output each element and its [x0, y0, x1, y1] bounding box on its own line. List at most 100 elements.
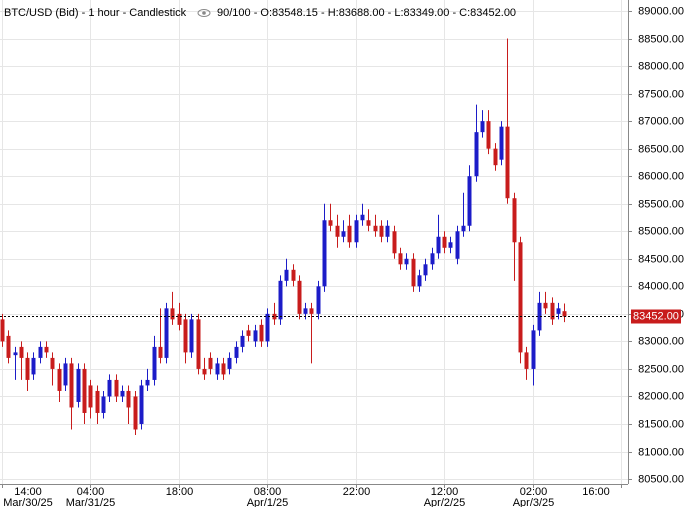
candle-body [120, 390, 125, 397]
candle-body [259, 324, 264, 342]
candle-body [556, 308, 561, 314]
last-price-box [631, 309, 681, 324]
y-tick-label: 84000.00 [638, 280, 684, 292]
x-date-label: Mar/30/25 [3, 497, 53, 507]
candle-body [499, 126, 504, 160]
candle-body [417, 275, 422, 287]
candle-body [322, 220, 327, 287]
candle-body [57, 368, 62, 391]
candle-body [512, 198, 517, 243]
y-tick-label: 86500.00 [638, 143, 684, 155]
y-tick-label: 87000.00 [638, 115, 684, 127]
candle-body [430, 253, 435, 265]
candle-body [537, 302, 542, 331]
candle-body [480, 121, 485, 133]
grid [0, 0, 628, 484]
candle-body [215, 363, 220, 375]
y-tick-label: 87500.00 [638, 88, 684, 100]
candle-body [50, 357, 55, 369]
candle-body [189, 319, 194, 353]
candle-body [0, 319, 5, 342]
y-tick-label: 83000.00 [638, 335, 684, 347]
candle-body [196, 319, 201, 369]
y-tick-label: 81500.00 [638, 418, 684, 430]
candle-body [379, 225, 384, 237]
candle-body [145, 379, 150, 386]
chart-title: BTC/USD (Bid) - 1 hour - Candlestick [4, 7, 187, 19]
last-price-label: 83452.00 [633, 310, 679, 322]
candle-body [234, 346, 239, 358]
candle-body [107, 379, 112, 397]
candle-body [114, 379, 119, 397]
y-tick-label: 82500.00 [638, 363, 684, 375]
candle-body [467, 176, 472, 226]
candle-body [291, 269, 296, 281]
candle-body [240, 335, 245, 347]
y-tick-label: 85500.00 [638, 198, 684, 210]
x-tick-label: 12:00 [431, 486, 459, 498]
candle-body [284, 269, 289, 281]
candle-body [278, 280, 283, 320]
x-tick-label: 18:00 [166, 486, 194, 498]
candle-body [82, 368, 87, 413]
candle-body [38, 346, 43, 358]
x-date-label: Apr/2/25 [424, 497, 466, 507]
candle-body [531, 330, 536, 369]
x-date-label: Apr/1/25 [247, 497, 289, 507]
candle-body [448, 242, 453, 248]
x-date-label: Mar/31/25 [66, 497, 116, 507]
candle-body [164, 308, 169, 358]
candle-body [139, 385, 144, 424]
candle-body [404, 258, 409, 265]
candle-body [385, 225, 390, 237]
candle-body [550, 302, 555, 320]
candle-body [328, 220, 333, 226]
x-tick-label: 22:00 [343, 486, 371, 498]
candle-body [524, 352, 529, 369]
x-tick-label: 02:00 [520, 486, 548, 498]
candle-body [101, 396, 106, 413]
candle-body [44, 346, 49, 353]
candle-body [88, 385, 93, 408]
y-tick-label: 85000.00 [638, 225, 684, 237]
candle-body [246, 330, 251, 336]
candle-body [474, 132, 479, 177]
x-tick-label: 14:00 [14, 486, 42, 498]
x-date-label: Apr/3/25 [513, 497, 555, 507]
candle-body [436, 236, 441, 254]
y-tick-label: 88500.00 [638, 33, 684, 45]
candle-body [442, 236, 447, 248]
y-tick-label: 82000.00 [638, 390, 684, 402]
candle-body [25, 357, 30, 380]
eye-icon[interactable] [197, 9, 211, 17]
candle-body [505, 126, 510, 199]
candle-body [133, 396, 138, 430]
candle-body [170, 308, 175, 320]
candle-body [423, 264, 428, 276]
candle-body [360, 214, 365, 221]
candle-body [31, 357, 36, 375]
candle-body [366, 220, 371, 226]
candle-body [63, 363, 68, 386]
y-tick-label: 88000.00 [638, 60, 684, 72]
candle-body [309, 308, 314, 314]
candle-body [13, 352, 18, 356]
candle-body [392, 231, 397, 254]
candle-body [562, 311, 567, 317]
chart-info: 90/100 - O:83548.15 - H:83688.00 - L:833… [217, 7, 516, 19]
candle-body [76, 368, 81, 402]
candle-body [373, 225, 378, 232]
candle-body [341, 231, 346, 237]
candle-body [253, 330, 258, 342]
candle-body [19, 346, 24, 358]
candle-body [316, 286, 321, 314]
candle-body [221, 363, 226, 375]
candle-body [455, 231, 460, 259]
candle-body [158, 346, 163, 358]
candle-body [335, 225, 340, 237]
candle-body [95, 390, 100, 413]
candle-body [265, 313, 270, 342]
candle-body [493, 148, 498, 166]
